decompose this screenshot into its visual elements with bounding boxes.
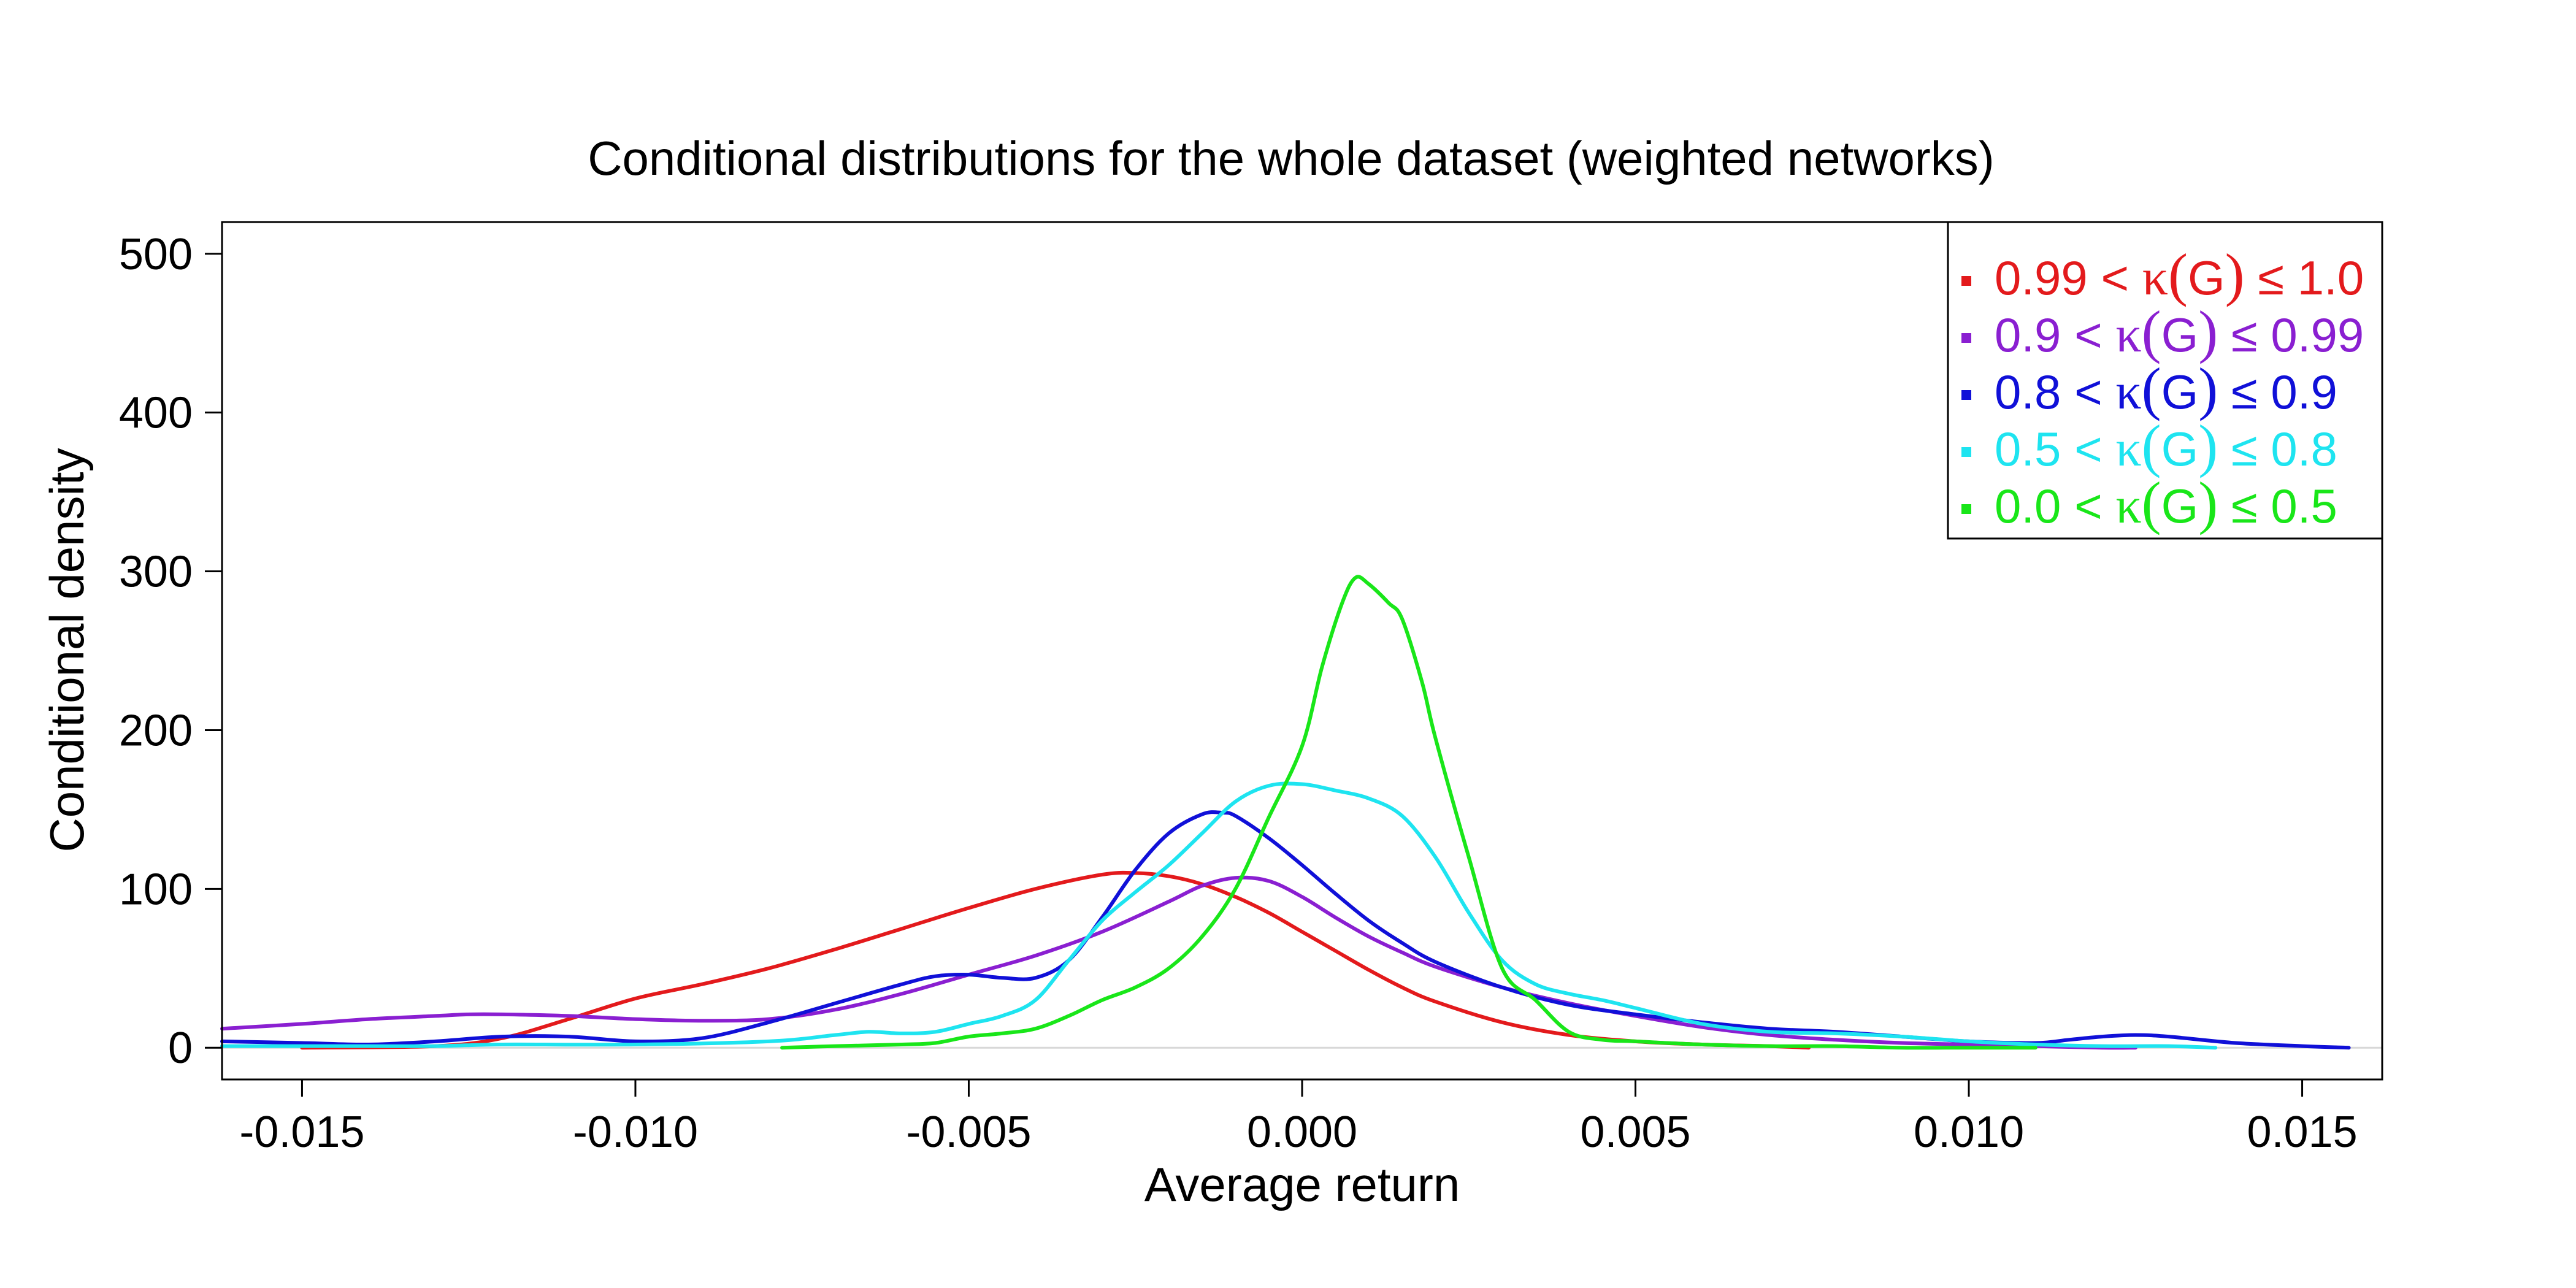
legend: 0.99 < κ(G) ≤ 1.00.9 < κ(G) ≤ 0.990.8 < … bbox=[1947, 221, 2383, 540]
y-tick-label: 0 bbox=[168, 1024, 193, 1073]
legend-marker bbox=[1961, 333, 1971, 343]
series-line-5 bbox=[780, 575, 2037, 1050]
x-tick-label: -0.005 bbox=[906, 1108, 1031, 1157]
x-axis: -0.015 -0.010 -0.005 0.000 0.005 0.010 0.015 bbox=[239, 1079, 2358, 1157]
series-line-3 bbox=[220, 810, 2351, 1050]
legend-entry-label: 0.8 < κ(G) ≤ 0.9 bbox=[1995, 356, 2337, 421]
y-axis-label: Conditional density bbox=[40, 448, 94, 852]
legend-marker bbox=[1961, 504, 1971, 514]
y-tick-label: 500 bbox=[119, 230, 193, 279]
y-axis: 0 100 200 300 400 500 bbox=[119, 230, 222, 1073]
legend-entry-label: 0.0 < κ(G) ≤ 0.5 bbox=[1995, 470, 2337, 535]
legend-entry-label: 0.9 < κ(G) ≤ 0.99 bbox=[1995, 299, 2364, 364]
x-tick-label: 0.010 bbox=[1914, 1108, 2024, 1157]
y-tick-label: 100 bbox=[119, 865, 193, 914]
y-tick-label: 400 bbox=[119, 389, 193, 438]
x-tick-label: 0.015 bbox=[2247, 1108, 2357, 1157]
x-tick-label: -0.015 bbox=[239, 1108, 364, 1157]
series-line-2 bbox=[220, 875, 2137, 1050]
legend-entry-label: 0.5 < κ(G) ≤ 0.8 bbox=[1995, 413, 2337, 478]
x-axis-label: Average return bbox=[1144, 1157, 1460, 1211]
x-tick-label: -0.010 bbox=[573, 1108, 698, 1157]
legend-marker bbox=[1961, 276, 1971, 286]
x-tick-label: 0.005 bbox=[1580, 1108, 1690, 1157]
y-tick-label: 200 bbox=[119, 706, 193, 755]
series-line-4 bbox=[220, 781, 2218, 1050]
legend-marker bbox=[1961, 447, 1971, 457]
legend-box bbox=[1947, 221, 2383, 540]
x-tick-label: 0.000 bbox=[1247, 1108, 1357, 1157]
series-line-1 bbox=[300, 870, 1811, 1050]
series-layer bbox=[220, 575, 2351, 1050]
y-tick-label: 300 bbox=[119, 548, 193, 597]
legend-entry-label: 0.99 < κ(G) ≤ 1.0 bbox=[1995, 242, 2364, 307]
legend-marker bbox=[1961, 390, 1971, 400]
chart-title: Conditional distributions for the whole … bbox=[588, 131, 1995, 185]
